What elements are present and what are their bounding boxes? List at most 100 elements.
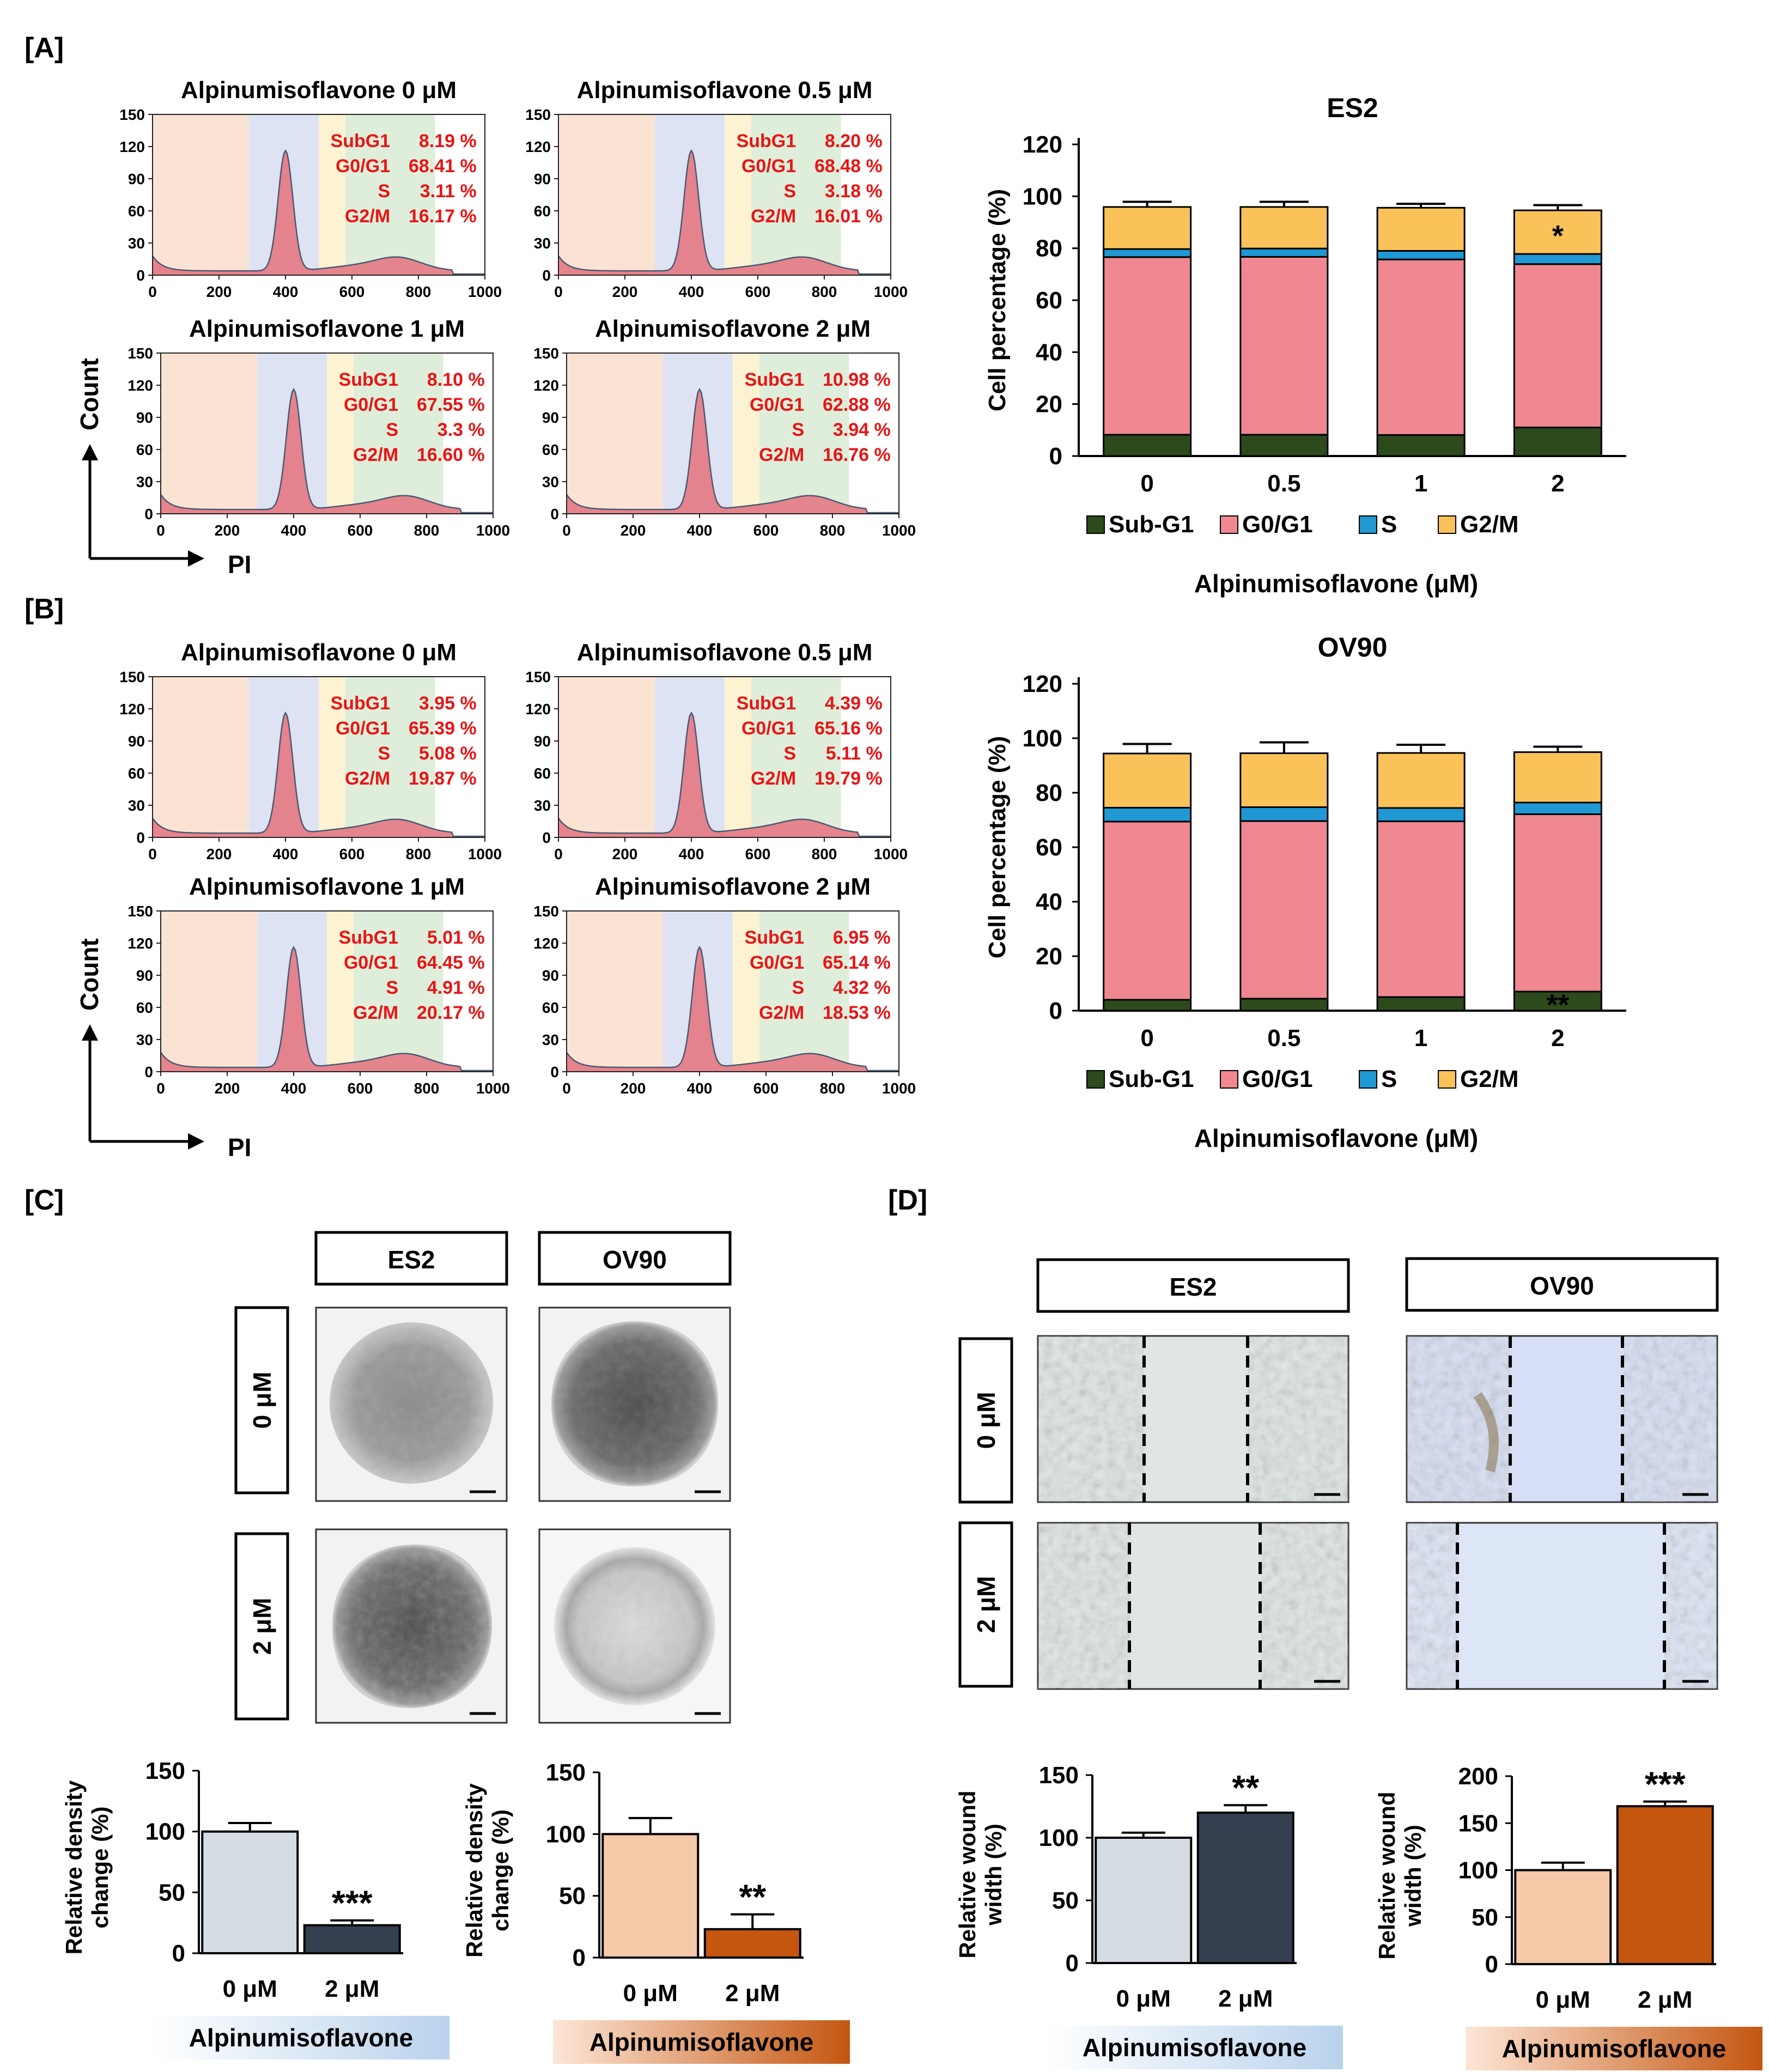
stat-value: 3.3 % [437, 420, 485, 440]
y-tick-label: 30 [136, 473, 153, 490]
y-tick-label: 80 [1036, 235, 1062, 262]
stat-phase: G0/G1 [336, 156, 390, 177]
stat-value: 3.94 % [833, 420, 891, 440]
panel-label-b: [B] [25, 593, 64, 625]
x-tick-label: 0 [1140, 470, 1153, 497]
y-tick-label: 90 [542, 967, 559, 984]
bar-segment-s [1103, 807, 1192, 823]
histogram-title: Alpinumisoflavone 2 μM [595, 315, 871, 342]
x-axis-label: Alpinumisoflavone [189, 2024, 413, 2052]
row-header-2um-text: 2 μM [972, 1576, 1000, 1633]
plot-frame [558, 676, 891, 838]
count-label: Count [75, 938, 104, 1011]
y-tick-label: 120 [525, 138, 551, 155]
y-tick-label: 40 [1036, 339, 1062, 366]
stat-phase: SubG1 [745, 927, 805, 948]
plot-frame [160, 910, 494, 1072]
bar-segment-g0-g1 [1513, 263, 1602, 429]
y-tick-label: 30 [534, 235, 551, 252]
x-tick-label: 200 [215, 1080, 240, 1097]
x-tick-label: 400 [281, 522, 307, 539]
y-tick-label: 100 [1023, 725, 1062, 752]
stat-phase: SubG1 [339, 369, 399, 390]
legend-label: Sub-G1 [1109, 511, 1194, 538]
stat-phase: G0/G1 [750, 394, 804, 415]
x-axis-label: Alpinumisoflavone [589, 2028, 813, 2056]
region-s [725, 114, 751, 275]
axis-indicator-b: Count PI [75, 938, 251, 1162]
x-tick-label: 200 [612, 283, 638, 300]
x-tick-label: 0 [156, 522, 165, 539]
y-tick-label: 50 [159, 1879, 185, 1906]
y-tick-label: 0 [542, 829, 551, 846]
y-tick-label: 60 [534, 203, 551, 220]
legend-swatch [1438, 1070, 1456, 1089]
x-tick-label: 0 μM [1116, 1985, 1171, 2012]
x-axis-label: Alpinumisoflavone [1502, 2034, 1726, 2063]
stat-phase: G2/M [759, 1002, 804, 1023]
stat-value: 65.14 % [823, 952, 891, 973]
y-tick-label: 60 [534, 765, 551, 782]
x-tick-label: 600 [745, 283, 771, 300]
stat-phase: G0/G1 [344, 394, 398, 415]
y-tick-label: 150 [1039, 1762, 1079, 1789]
y-tick-label: 90 [136, 967, 153, 984]
stat-phase: G0/G1 [344, 952, 398, 973]
y-tick-label: 150 [145, 1758, 185, 1784]
region-s [327, 911, 354, 1072]
region-s [327, 353, 354, 514]
histogram: Alpinumisoflavone 0 μM 0 30 60 90 120 150 0 200 4… [119, 77, 502, 300]
spheroid-ov90-2um [538, 1528, 731, 1724]
stat-phase: S [783, 743, 796, 764]
y-tick-label: 30 [128, 797, 145, 814]
x-tick-label: 1000 [882, 1080, 916, 1097]
y-tick-label: 120 [525, 701, 551, 718]
column-header-ov90-text: OV90 [603, 1245, 667, 1274]
stat-value: 5.08 % [419, 743, 477, 764]
stat-value: 3.11 % [420, 181, 477, 202]
y-tick-label: 60 [128, 203, 145, 220]
region-subg1 [161, 911, 257, 1072]
stat-value: 3.95 % [419, 693, 477, 714]
y-tick-label: 0 [144, 1064, 153, 1080]
y-tick-label: 150 [533, 903, 559, 920]
stat-phase: G2/M [353, 1002, 398, 1023]
bar [1095, 1837, 1193, 1964]
wound-ov90-2um [1406, 1522, 1718, 1690]
significance-marker: ** [739, 1877, 766, 1917]
wound-es2-0um [1037, 1335, 1349, 1503]
x-tick-label: 2 μM [1638, 1986, 1692, 2013]
x-tick-label: 2 μM [1218, 1985, 1273, 2012]
y-tick-label: 90 [128, 733, 145, 750]
panel-label-a: [A] [25, 32, 64, 64]
y-tick-label: 100 [1039, 1825, 1079, 1851]
row-header-0um-text: 0 μM [248, 1372, 276, 1429]
y-tick-label: 120 [127, 935, 153, 952]
x-tick-label: 400 [273, 846, 299, 862]
x-tick-label: 0.5 [1267, 470, 1300, 497]
legend-label: Sub-G1 [1109, 1066, 1194, 1092]
stat-value: 4.91 % [427, 977, 485, 998]
stat-phase: G2/M [759, 445, 804, 465]
y-tick-label: 40 [1036, 889, 1062, 915]
legend-swatch [1359, 515, 1377, 534]
y-axis-label: Cell percentage (%) [984, 189, 1011, 411]
chart-title: ES2 [1327, 93, 1378, 123]
y-tick-label: 30 [534, 797, 551, 814]
bar [1616, 1805, 1714, 1965]
bar [703, 1928, 801, 1959]
plot-frame [152, 676, 485, 838]
y-tick-label: 0 [136, 829, 145, 846]
y-tick-label: 120 [119, 138, 145, 155]
y-axis-label: change (%) [87, 1806, 113, 1928]
bar-segment-g2-m [1376, 206, 1466, 252]
x-tick-label: 0 [562, 1080, 571, 1097]
stat-value: 10.98 % [823, 369, 891, 390]
histogram-group-es2: Alpinumisoflavone 0 μM 0 30 60 90 120 150 0 200 4… [119, 77, 916, 539]
row-header-2um-text: 2 μM [248, 1598, 276, 1655]
region-subg1 [161, 353, 257, 514]
legend-swatch [1438, 515, 1456, 534]
bar-segment-g0-g1 [1103, 821, 1192, 1001]
y-axis-label: change (%) [488, 1809, 513, 1931]
y-tick-label: 150 [1458, 1810, 1498, 1837]
